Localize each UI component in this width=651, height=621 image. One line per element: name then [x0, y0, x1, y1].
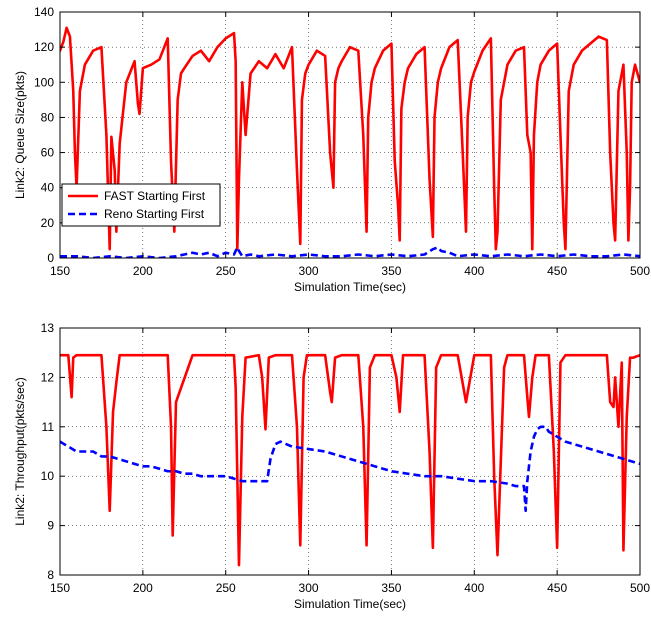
- x-tick-label: 400: [464, 264, 484, 278]
- y-tick-label: 20: [41, 216, 55, 230]
- legend-box: [61, 183, 221, 227]
- y-tick-label: 60: [41, 146, 55, 160]
- x-tick-label: 200: [133, 581, 153, 595]
- legend-label: FAST Starting First: [104, 189, 206, 203]
- axes-frame: [59, 11, 641, 259]
- reno-series-line: [60, 425, 640, 513]
- y-tick-label: 100: [34, 75, 54, 89]
- x-tick-label: 500: [630, 264, 650, 278]
- y-axis-label: Link2: Throughput(pkts/sec): [13, 377, 27, 526]
- y-tick-label: 140: [34, 5, 54, 19]
- legend-label: Reno Starting First: [104, 207, 205, 221]
- x-axis-label: Simulation Time(sec): [294, 597, 406, 611]
- x-tick-label: 150: [50, 264, 70, 278]
- y-tick-label: 8: [47, 568, 54, 582]
- x-tick-label: 250: [216, 264, 236, 278]
- x-tick-label: 150: [50, 581, 70, 595]
- throughput-chart: 150 200 250 300 350 400 450 500 8 9 10 11 12 13 Simula…: [13, 321, 650, 611]
- plot-area: [60, 328, 640, 575]
- y-tick-label: 13: [41, 321, 55, 335]
- x-tick-label: 450: [547, 581, 567, 595]
- x-tick-label: 350: [381, 581, 401, 595]
- y-tick-label: 11: [42, 420, 55, 434]
- y-tick-label: 120: [34, 40, 54, 54]
- x-tick-label: 450: [547, 264, 567, 278]
- legend: FAST Starting First Reno Starting First: [61, 183, 221, 227]
- y-tick-label: 12: [41, 370, 55, 384]
- fast-series-line: [60, 26, 640, 251]
- x-tick-label: 350: [381, 264, 401, 278]
- x-tick-label: 200: [133, 264, 153, 278]
- x-tick-label: 500: [630, 581, 650, 595]
- queue-size-chart: 150 200 250 300 350 400 450 500 0 20 40 60 80 100 120 1…: [13, 5, 650, 294]
- fast-series-line: [60, 353, 640, 567]
- x-tick-label: 250: [216, 581, 236, 595]
- axes-frame: [59, 327, 641, 576]
- x-tick-label: 300: [299, 264, 319, 278]
- reno-series-line: [60, 246, 640, 258]
- y-tick-label: 9: [47, 519, 54, 533]
- x-tick-label: 300: [299, 581, 319, 595]
- y-axis-label: Link2: Queue Size(pkts): [13, 71, 27, 199]
- y-tick-label: 40: [41, 181, 55, 195]
- y-tick-label: 10: [41, 469, 55, 483]
- x-tick-label: 400: [464, 581, 484, 595]
- x-axis-label: Simulation Time(sec): [294, 280, 406, 294]
- y-tick-label: 0: [47, 251, 54, 265]
- y-tick-label: 80: [41, 110, 55, 124]
